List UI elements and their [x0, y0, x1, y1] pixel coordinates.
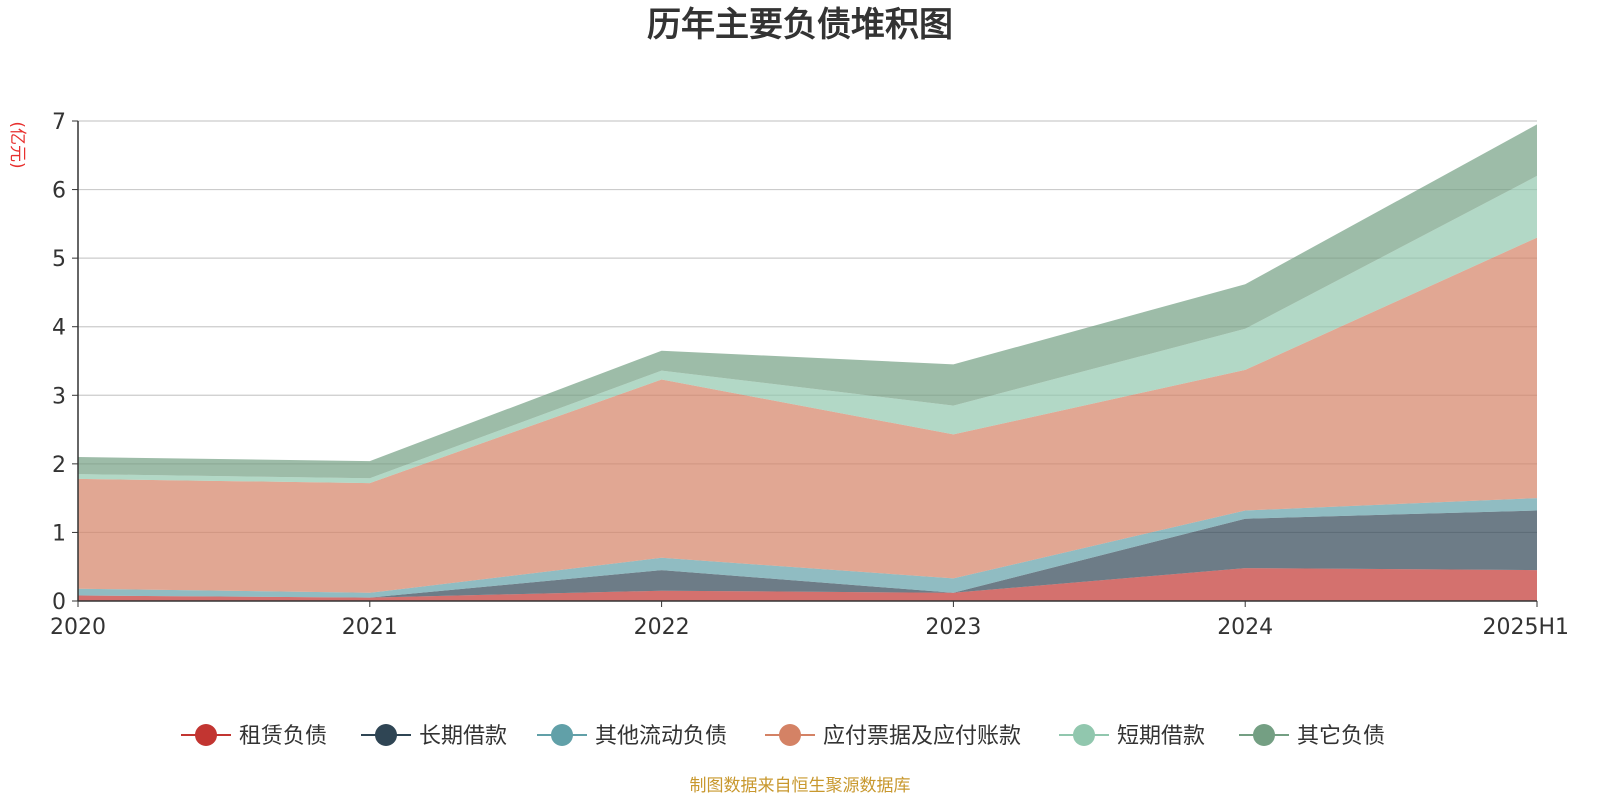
y-tick-label: 7 [52, 110, 66, 135]
chart-title: 历年主要负债堆积图 [647, 5, 953, 45]
legend-marker [551, 724, 573, 746]
legend-label: 其他流动负债 [595, 724, 727, 749]
x-tick-label: 2020 [50, 615, 106, 640]
legend-label: 应付票据及应付账款 [823, 724, 1021, 749]
legend-item[interactable]: 其它负债 [1239, 724, 1385, 749]
y-tick-label: 4 [52, 316, 66, 341]
area-series [78, 124, 1537, 601]
legend-marker [779, 724, 801, 746]
area-series-4 [78, 237, 1537, 593]
y-tick-label: 5 [52, 247, 66, 272]
legend-label: 短期借款 [1117, 724, 1205, 749]
area-series-5 [78, 175, 1537, 484]
y-tick-label: 1 [52, 521, 66, 546]
legend-label: 其它负债 [1297, 724, 1385, 749]
x-tick-label: 2025H1 [1482, 615, 1569, 640]
area-series-1 [78, 568, 1537, 601]
legend-item[interactable]: 短期借款 [1059, 724, 1205, 749]
area-series-3 [78, 498, 1537, 598]
legend-marker [195, 724, 217, 746]
legend-item[interactable]: 应付票据及应付账款 [765, 724, 1021, 749]
x-tick-label: 2022 [634, 615, 690, 640]
axes: 0 1 2 3 4 5 6 7 2020 2021 2022 2023 2024 2025H1 [50, 110, 1569, 640]
legend[interactable]: 租赁负债 长期借款 其他流动负债 应付票据及应付账款 短期借款 其它负债 [181, 724, 1385, 749]
legend-label: 租赁负债 [239, 724, 327, 749]
y-tick-label: 2 [52, 453, 66, 478]
x-tick-label: 2023 [925, 615, 981, 640]
source-note: 制图数据来自恒生聚源数据库 [690, 776, 911, 796]
legend-item[interactable]: 长期借款 [361, 724, 507, 749]
legend-marker [1253, 724, 1275, 746]
legend-label: 长期借款 [419, 724, 507, 749]
legend-marker [375, 724, 397, 746]
x-tick-label: 2024 [1217, 615, 1273, 640]
y-tick-label: 0 [52, 590, 66, 615]
x-tick-label: 2021 [342, 615, 398, 640]
legend-item[interactable]: 租赁负债 [181, 724, 327, 749]
area-series-2 [78, 510, 1537, 598]
area-series-6 [78, 124, 1537, 479]
legend-marker [1073, 724, 1095, 746]
legend-item[interactable]: 其他流动负债 [537, 724, 727, 749]
y-axis-unit: (亿元) [7, 121, 27, 168]
y-tick-label: 3 [52, 384, 66, 409]
y-tick-label: 6 [52, 179, 66, 204]
